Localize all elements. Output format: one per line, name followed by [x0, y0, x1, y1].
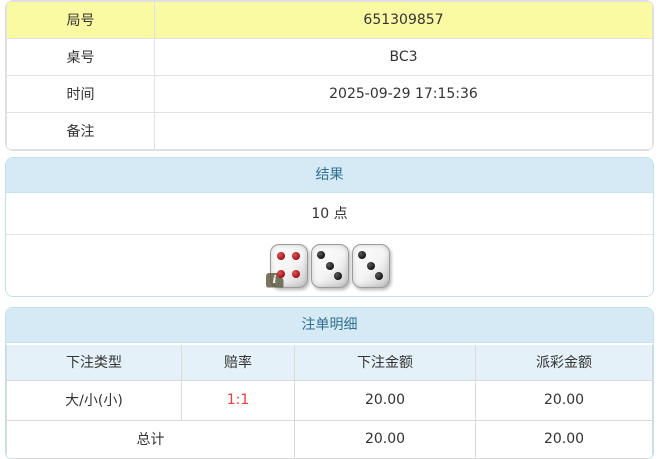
time-value: 2025-09-29 17:15:36 [154, 75, 653, 113]
table-id-label: 桌号 [6, 38, 155, 76]
die-1-icon: i [265, 243, 308, 288]
table-row-time: 时间 2025-09-29 17:15:36 [6, 75, 653, 113]
die-pip [357, 251, 366, 260]
total-label: 总计 [6, 419, 295, 459]
column-header-odds: 赔率 [181, 343, 295, 381]
bet-amount: 20.00 [294, 379, 476, 421]
bet-payout: 20.00 [475, 379, 653, 421]
total-bet-amount: 20.00 [294, 419, 476, 459]
page: 局号 651309857 桌号 BC3 时间 2025-09-29 17:15:… [5, 0, 654, 459]
round-id-label: 局号 [6, 1, 155, 39]
die-pip [375, 271, 384, 280]
dice-row: i [6, 235, 653, 296]
round-info-table: 局号 651309857 桌号 BC3 时间 2025-09-29 17:15:… [6, 1, 653, 150]
die-pip [292, 269, 301, 278]
column-header-payout: 派彩金额 [475, 343, 653, 381]
round-info-panel: 局号 651309857 桌号 BC3 时间 2025-09-29 17:15:… [5, 0, 654, 151]
table-row-total: 总计 20.00 20.00 [6, 419, 653, 459]
table-id-value: BC3 [154, 38, 653, 76]
table-row-bet: 大/小(小) 1:1 20.00 20.00 [6, 379, 653, 421]
column-header-bet-type: 下注类型 [6, 343, 182, 381]
table-row-table-id: 桌号 BC3 [6, 38, 653, 76]
die-pip [276, 252, 285, 261]
result-points: 10 点 [6, 193, 653, 235]
bet-odds: 1:1 [181, 379, 295, 421]
table-row-remark: 备注 [6, 112, 653, 150]
remark-label: 备注 [6, 112, 155, 150]
die-pip [276, 269, 285, 278]
time-label: 时间 [6, 75, 155, 113]
bets-table: 下注类型 赔率 下注金额 派彩金额 大/小(小) 1:1 20.00 20.00… [6, 343, 653, 459]
total-payout: 20.00 [475, 419, 653, 459]
result-panel: 结果 10 点 i [5, 157, 654, 297]
die-3-icon [351, 243, 390, 288]
column-header-bet-amount: 下注金额 [294, 343, 476, 381]
result-panel-title: 结果 [6, 158, 653, 193]
die-pip [325, 261, 334, 270]
die-pip [334, 271, 343, 280]
remark-value [154, 112, 653, 150]
bets-panel: 注单明细 下注类型 赔率 下注金额 派彩金额 大/小(小) 1:1 20.00 … [5, 307, 654, 459]
die-pip [366, 261, 375, 270]
die-pip [316, 251, 325, 260]
table-row-round-id: 局号 651309857 [6, 1, 653, 39]
round-id-value: 651309857 [154, 1, 653, 39]
die-2-icon [310, 243, 349, 288]
die-pip [292, 252, 301, 261]
bet-type: 大/小(小) [6, 379, 182, 421]
bets-panel-title: 注单明细 [6, 308, 653, 343]
bets-header-row: 下注类型 赔率 下注金额 派彩金额 [6, 343, 653, 381]
